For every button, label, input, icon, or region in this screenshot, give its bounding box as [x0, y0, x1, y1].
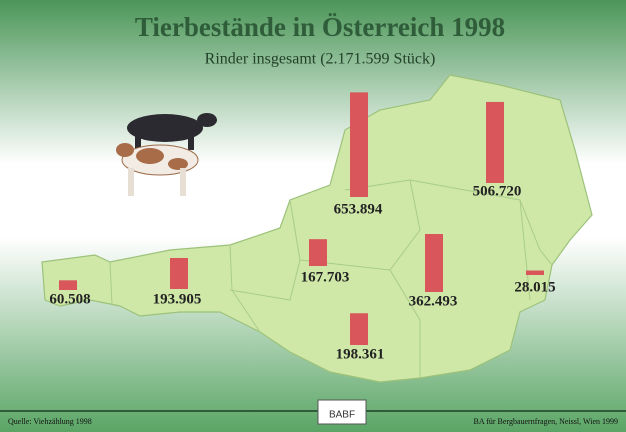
value-label: 506.720 [473, 183, 522, 199]
logo-box [317, 399, 367, 425]
cow-illustration [116, 113, 217, 196]
value-label: 60.508 [49, 291, 90, 307]
footer-credit: BA für Bergbauernfragen, Neissl, Wien 19… [474, 417, 618, 426]
value-label: 362.493 [409, 293, 458, 309]
bar [350, 92, 368, 197]
bar [350, 313, 368, 345]
bar [486, 101, 504, 183]
value-label: 653.894 [334, 201, 383, 217]
value-label: 167.703 [301, 269, 350, 285]
chart-title: Tierbestände in Österreich 1998 [135, 12, 505, 42]
bar [309, 239, 327, 266]
bar [170, 257, 188, 289]
value-label: 193.905 [153, 291, 202, 307]
logo: BABF [329, 410, 355, 421]
value-label: 28.015 [514, 279, 555, 295]
bar [59, 280, 77, 290]
value-label: 198.361 [336, 346, 385, 362]
bar [425, 234, 443, 292]
region-borders [109, 179, 553, 378]
footer-source: Quelle: Viehzählung 1998 [8, 417, 92, 426]
chart-subtitle: Rinder insgesamt (2.171.599 Stück) [205, 51, 436, 68]
bar [526, 270, 544, 275]
